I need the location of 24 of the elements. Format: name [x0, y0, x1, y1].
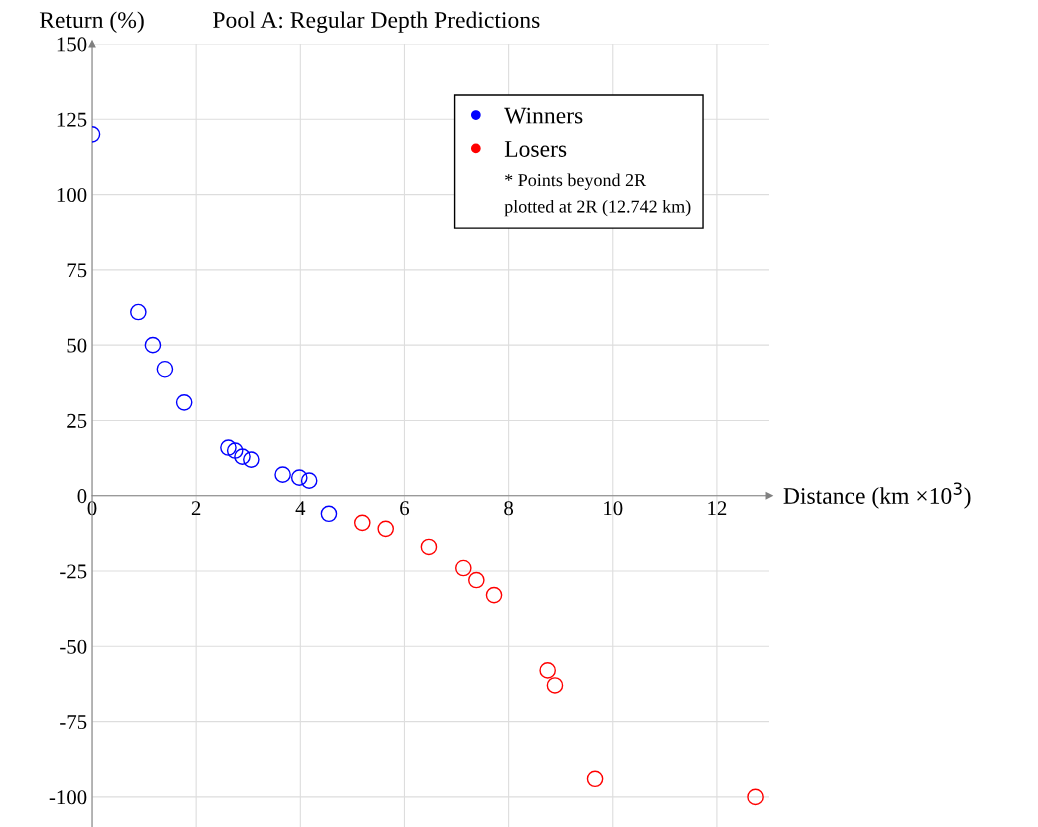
y-tick-label: -25	[60, 564, 87, 579]
x-tick-label: 12	[708, 501, 727, 516]
x-tick-label: 6	[400, 501, 410, 516]
y-tick-label: 150	[57, 37, 87, 52]
y-tick-label: 25	[67, 413, 87, 428]
annotation: * Points beyond 2R plotted at 2R (12.742 km)	[504, 173, 691, 217]
x-tick-label: 4	[295, 501, 306, 516]
x-tick-label: 10	[604, 501, 623, 516]
y-tick-label: 75	[67, 263, 87, 278]
y-axis-title: Return (%)	[39, 11, 144, 33]
y-tick-label: -50	[60, 639, 87, 654]
y-tick-label: -100	[49, 790, 87, 805]
y-tick-label: 0	[77, 489, 87, 504]
y-tick-label: 100	[57, 187, 87, 203]
legend-label: Winners	[504, 107, 583, 124]
chart-title: Pool A: Regular Depth Predictions	[213, 11, 540, 33]
x-axis-title: Distance (km ×10$^{3}$)	[783, 482, 971, 509]
x-tick-label: 8	[504, 501, 514, 516]
y-tick-label: 125	[57, 112, 87, 127]
legend-label: Losers	[504, 141, 567, 157]
y-tick-label: 50	[67, 338, 87, 353]
x-tick-label: 2	[191, 501, 201, 516]
x-tick-label: 0	[87, 501, 97, 516]
y-tick-label: -75	[60, 715, 87, 730]
